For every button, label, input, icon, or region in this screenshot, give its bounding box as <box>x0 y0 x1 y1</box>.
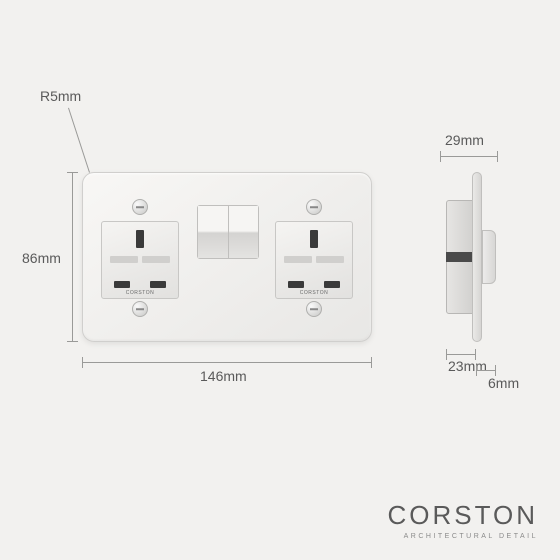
rocker-left <box>198 206 229 258</box>
radius-leader <box>68 108 90 173</box>
screw-top-left <box>132 199 148 215</box>
shutter-right <box>284 256 344 272</box>
rocker-right <box>229 206 259 258</box>
socket-faceplate: CORSTON CORSTON <box>82 172 372 342</box>
dim-height-tick-top <box>67 172 78 173</box>
screw-bot-right <box>306 301 322 317</box>
brand-tagline: ARCHITECTURAL DETAIL <box>387 533 538 540</box>
shutter-left <box>110 256 170 272</box>
earth-pin-slot <box>310 230 318 248</box>
dim-sw-tick-l <box>440 151 441 162</box>
dim-side-depth: 23mm <box>448 358 487 374</box>
rocker-switches <box>197 205 259 259</box>
dim-side-width: 29mm <box>445 132 484 148</box>
side-rocker <box>482 230 496 284</box>
screw-bot-left <box>132 301 148 317</box>
dim-width-line <box>82 362 372 363</box>
dim-thick-line <box>476 370 496 371</box>
neutral-pin-slot <box>324 281 340 288</box>
live-pin-slot <box>114 281 130 288</box>
module-brand-right: CORSTON <box>300 290 328 296</box>
dim-sw-tick-r <box>497 151 498 162</box>
dim-height: 86mm <box>22 250 61 266</box>
dim-sd-tick-l <box>446 349 447 360</box>
earth-pin-slot <box>136 230 144 248</box>
module-brand-left: CORSTON <box>126 290 154 296</box>
socket-left: CORSTON <box>101 201 179 313</box>
outlet-left: CORSTON <box>101 221 179 299</box>
socket-right: CORSTON <box>275 201 353 313</box>
dim-side-depth-line <box>446 354 476 355</box>
dim-th-tick-l <box>476 365 477 376</box>
dim-plate-thick: 6mm <box>488 375 519 391</box>
dim-height-line <box>72 172 73 342</box>
dim-width: 146mm <box>200 368 247 384</box>
dim-side-width-line <box>440 156 498 157</box>
live-pin-slot <box>288 281 304 288</box>
outlet-right: CORSTON <box>275 221 353 299</box>
dim-height-tick-bot <box>67 341 78 342</box>
dim-width-tick-r <box>371 357 372 368</box>
screw-top-right <box>306 199 322 215</box>
brand-name: CORSTON <box>387 500 538 531</box>
side-profile <box>440 172 498 342</box>
dim-corner-radius: R5mm <box>40 88 81 104</box>
dim-sd-tick-r <box>475 349 476 360</box>
brand-logo: CORSTON ARCHITECTURAL DETAIL <box>387 500 538 540</box>
side-plate <box>472 172 482 342</box>
dim-width-tick-l <box>82 357 83 368</box>
dim-th-tick-r <box>495 365 496 376</box>
neutral-pin-slot <box>150 281 166 288</box>
